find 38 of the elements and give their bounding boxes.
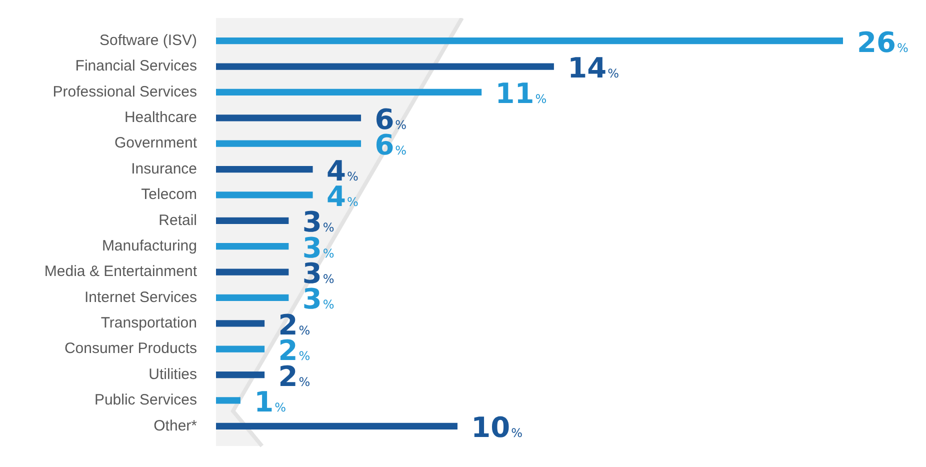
y-tick-label: Public Services (94, 392, 197, 409)
y-tick-label: Retail (158, 212, 197, 229)
y-tick-label: Internet Services (84, 288, 197, 306)
bar (216, 88, 482, 96)
y-tick-label: Government (114, 134, 198, 152)
bar (216, 217, 289, 224)
y-tick-label: Media & Entertainment (44, 263, 198, 280)
bar (216, 422, 458, 430)
y-tick-label: Financial Services (75, 58, 197, 75)
y-tick-label: Software (ISV) (99, 32, 198, 49)
bar (216, 268, 289, 276)
bar (216, 320, 265, 327)
bar (216, 63, 554, 70)
bar (216, 397, 240, 404)
bar (216, 371, 265, 378)
bar (216, 114, 362, 122)
bar (216, 38, 843, 44)
y-tick-label: Healthcare (124, 109, 197, 126)
y-tick-label: Consumer Products (64, 340, 197, 358)
bar (216, 346, 265, 352)
data-label: 4% (326, 180, 358, 213)
y-tick-label: Utilities (148, 366, 197, 383)
y-tick-label: Insurance (131, 160, 197, 178)
data-label: 10% (471, 411, 523, 444)
data-label: 6% (374, 128, 407, 162)
data-label: 11% (495, 77, 547, 110)
y-tick-label: Professional Services (52, 83, 197, 100)
bar (216, 294, 289, 302)
bar (216, 140, 362, 147)
y-tick-label: Manufacturing (102, 237, 197, 254)
bar (216, 192, 313, 198)
data-label: 14% (568, 52, 619, 85)
data-label: 26% (857, 26, 908, 59)
bar (216, 166, 313, 173)
bar (216, 243, 289, 250)
y-tick-label: Telecom (141, 186, 197, 204)
y-tick-label: Other* (154, 417, 198, 434)
y-tick-label: Transportation (100, 314, 197, 332)
